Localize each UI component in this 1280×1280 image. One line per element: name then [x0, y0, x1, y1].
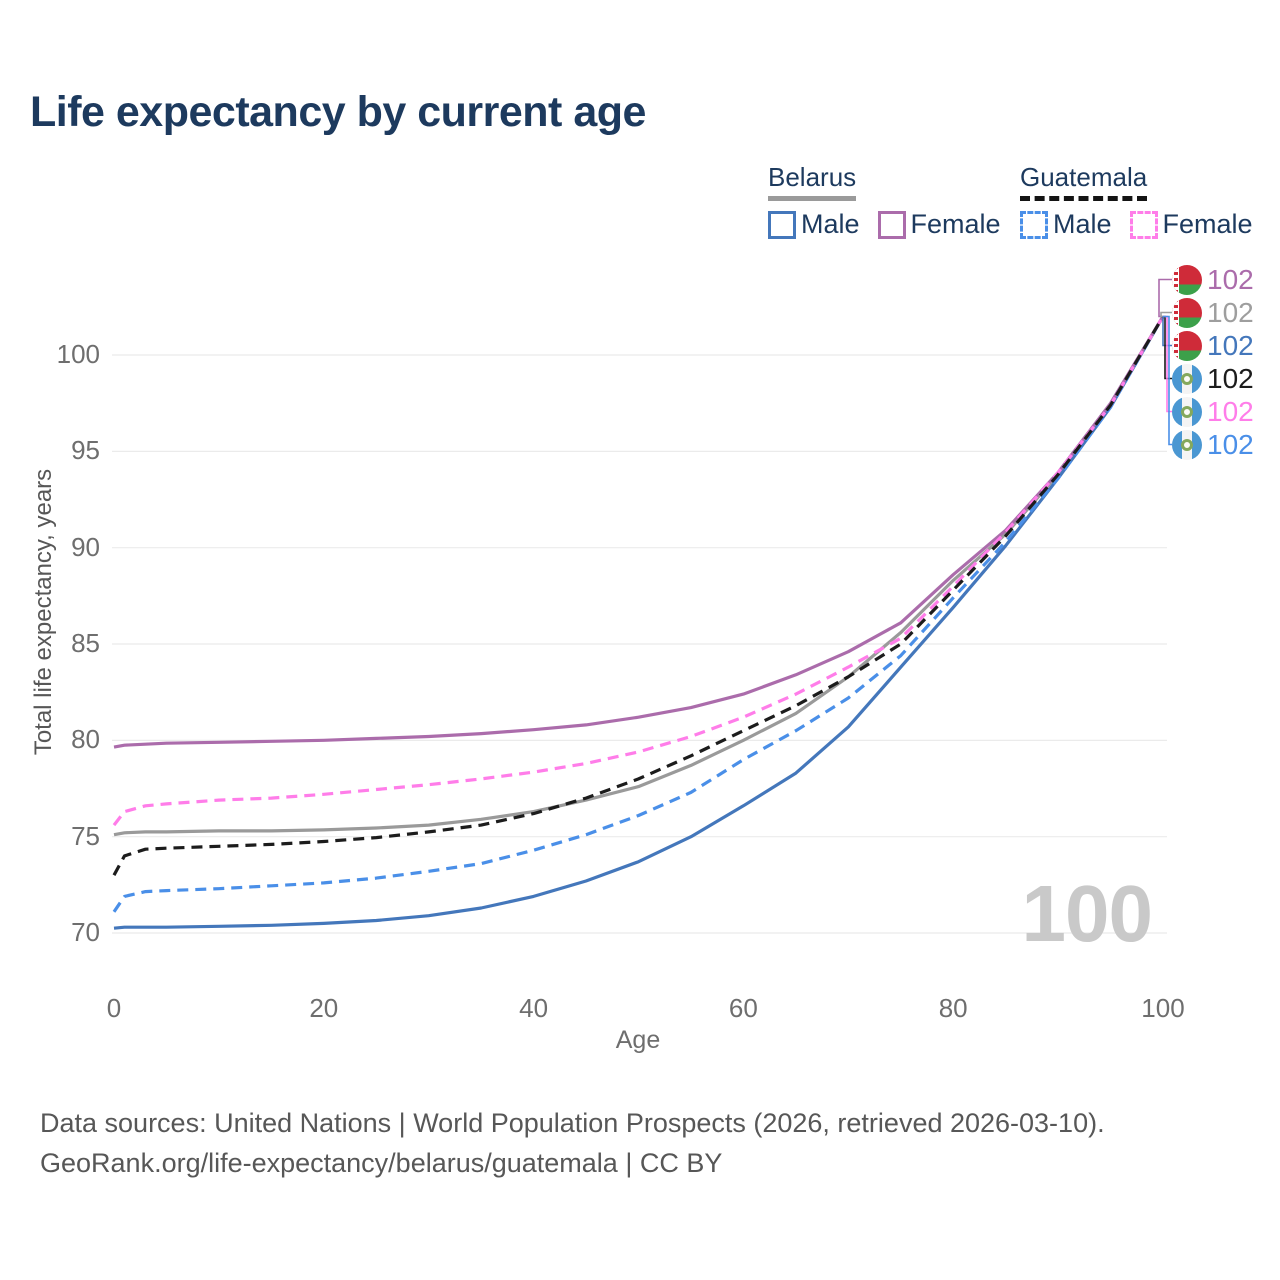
y-tick-label-85: 85 [71, 628, 100, 658]
end-value: 102 [1207, 428, 1254, 460]
guatemala-flag-icon [1172, 396, 1202, 427]
y-axis-title: Total life expectancy, years [30, 468, 57, 756]
belarus-flag-icon [1172, 264, 1202, 295]
series-line-guatemala-male [112, 315, 1165, 913]
y-tick-label-100: 100 [56, 339, 100, 370]
legend-group-title-guatemala: Guatemala [1020, 162, 1148, 201]
y-tick-label-80: 80 [71, 724, 100, 755]
x-tick-label-80: 80 [938, 993, 968, 1023]
legend-label: Male [801, 209, 860, 239]
x-tick-label-20: 20 [309, 993, 339, 1023]
y-tick-label-95: 95 [71, 435, 100, 466]
end-value-labels: 102 102 102 102 102 102 [1172, 263, 1254, 461]
legend-group-guatemala: Guatemala Male Female [1020, 162, 1271, 240]
x-tick-label-100: 100 [1141, 993, 1185, 1023]
legend-item-belarus-female[interactable]: Female [877, 209, 1001, 240]
legend-group-belarus: Belarus Male Female [768, 162, 1019, 240]
guatemala-flag-icon [1172, 363, 1202, 394]
belarus-flag-icon [1172, 297, 1202, 328]
end-value: 102 [1207, 329, 1254, 361]
end-value-row-guatemala-total: 102 [1172, 362, 1254, 395]
legend-label: Female [910, 209, 1001, 239]
legend-item-guatemala-female[interactable]: Female [1129, 209, 1253, 240]
attribution-text: GeoRank.org/life-expectancy/belarus/guat… [40, 1148, 723, 1178]
legend-item-belarus-male[interactable]: Male [768, 209, 860, 240]
x-tick-label-0: 0 [106, 993, 122, 1023]
legend-label: Male [1053, 209, 1112, 239]
legend-swatch-guatemala-female [1129, 210, 1158, 239]
legend-group-title-belarus: Belarus [768, 162, 857, 201]
x-axis-title: Age [615, 1026, 661, 1054]
legend-swatch-belarus-female [877, 210, 906, 239]
data-sources-text: Data sources: United Nations | World Pop… [40, 1108, 1105, 1138]
legend-swatch-guatemala-male [1020, 210, 1048, 239]
leader-line-5 [1163, 315, 1172, 446]
series-line-guatemala-female [112, 315, 1165, 827]
series-line-guatemala [112, 315, 1165, 876]
belarus-flag-icon [1172, 330, 1202, 361]
x-tick-label-40: 40 [519, 993, 549, 1023]
end-value: 102 [1207, 296, 1254, 328]
series-line-belarus-female [113, 315, 1165, 749]
guatemala-flag-icon [1172, 429, 1202, 460]
age-counter-watermark: 100 [1021, 869, 1153, 958]
y-tick-label-70: 70 [71, 917, 100, 947]
x-tick-label-60: 60 [728, 993, 758, 1023]
end-value-row-guatemala-female: 102 [1172, 395, 1254, 428]
legend-label: Female [1162, 209, 1253, 239]
end-value-row-belarus-male: 102 [1172, 329, 1254, 362]
end-value-row-guatemala-male: 102 [1172, 428, 1254, 461]
end-value: 102 [1207, 362, 1254, 394]
page-title: Life expectancy by current age [30, 88, 646, 136]
y-tick-label-75: 75 [71, 820, 100, 851]
series-line-belarus [113, 315, 1165, 837]
leader-line-0 [1158, 278, 1172, 318]
end-value-row-belarus-total: 102 [1172, 296, 1254, 329]
series-line-belarus-male [113, 315, 1165, 930]
legend-swatch-belarus-male [768, 210, 796, 239]
end-value-row-belarus-female: 102 [1172, 263, 1254, 296]
y-tick-label-90: 90 [71, 531, 100, 562]
end-value: 102 [1207, 395, 1254, 427]
legend-item-guatemala-male[interactable]: Male [1020, 209, 1112, 240]
leader-line-1 [1160, 311, 1172, 318]
end-value: 102 [1207, 263, 1254, 295]
